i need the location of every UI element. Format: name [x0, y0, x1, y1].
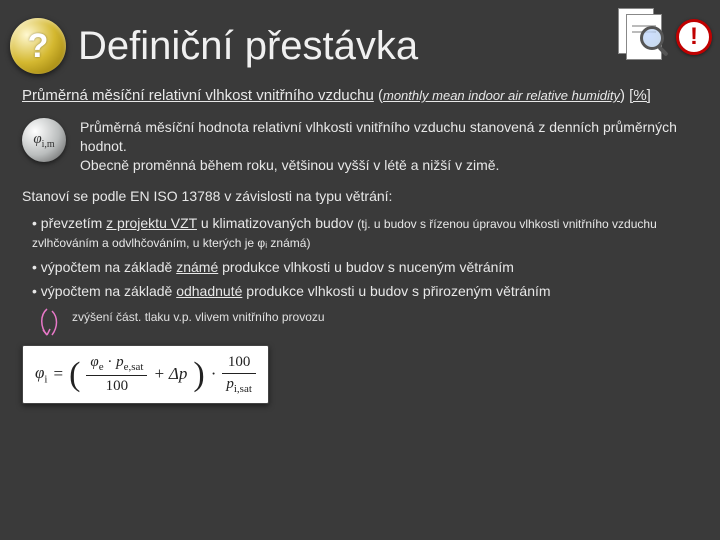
top-right-icons: !	[614, 8, 712, 66]
slide-title: Definiční přestávka	[78, 24, 418, 69]
note-row: zvýšení část. tlaku v.p. vlivem vnitřníh…	[22, 307, 698, 335]
definition-line1: Průměrná měsíční hodnota relativní vlhko…	[80, 119, 677, 154]
term-english: monthly mean indoor air relative humidit…	[383, 88, 620, 103]
warning-icon: !	[676, 19, 712, 55]
definition-row: φi,m Průměrná měsíční hodnota relativní …	[22, 118, 698, 175]
term-paren-close: )	[620, 87, 629, 104]
term-heading: Průměrná měsíční relativní vlhkost vnitř…	[22, 86, 698, 106]
term-unit: [%]	[629, 87, 651, 104]
header: ? Definiční přestávka	[0, 0, 720, 82]
note-text: zvýšení část. tlaku v.p. vlivem vnitřníh…	[72, 309, 325, 325]
definition-line2: Obecně proměnná během roku, většinou vyš…	[80, 157, 499, 173]
content: Průměrná měsíční relativní vlhkost vnitř…	[0, 82, 720, 404]
term-paren-open: (	[374, 87, 383, 104]
definition-text: Průměrná měsíční hodnota relativní vlhko…	[80, 118, 698, 175]
phi-symbol-icon: φi,m	[22, 118, 66, 162]
bullet-1: převzetím z projektu VZT u klimatizovaný…	[32, 214, 698, 252]
question-mark-icon: ?	[10, 18, 66, 74]
pink-arrow-icon	[22, 307, 72, 335]
bullet-3: výpočtem na základě odhadnuté produkce v…	[32, 282, 698, 301]
method-intro: Stanoví se podle EN ISO 13788 v závislos…	[22, 187, 698, 206]
term-main: Průměrná měsíční relativní vlhkost vnitř…	[22, 87, 374, 104]
formula-box: φi = ( φe · pe,sat 100 + Δp ) · 100 pi,s…	[22, 345, 269, 404]
papers-magnifier-icon	[614, 8, 672, 66]
bullet-2: výpočtem na základě známé produkce vlhko…	[32, 258, 698, 277]
